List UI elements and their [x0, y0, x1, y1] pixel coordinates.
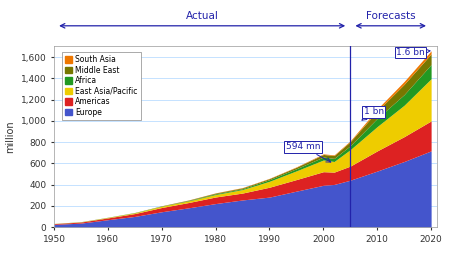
Text: 594 mn: 594 mn — [286, 142, 331, 162]
Legend: South Asia, Middle East, Africa, East Asia/Pacific, Americas, Europe: South Asia, Middle East, Africa, East As… — [62, 52, 141, 120]
Y-axis label: million: million — [5, 120, 15, 153]
Text: Forecasts: Forecasts — [366, 11, 415, 21]
Text: 1 bn: 1 bn — [362, 107, 384, 120]
Text: Actual: Actual — [186, 11, 219, 21]
Text: 1.6 bn: 1.6 bn — [396, 48, 430, 57]
